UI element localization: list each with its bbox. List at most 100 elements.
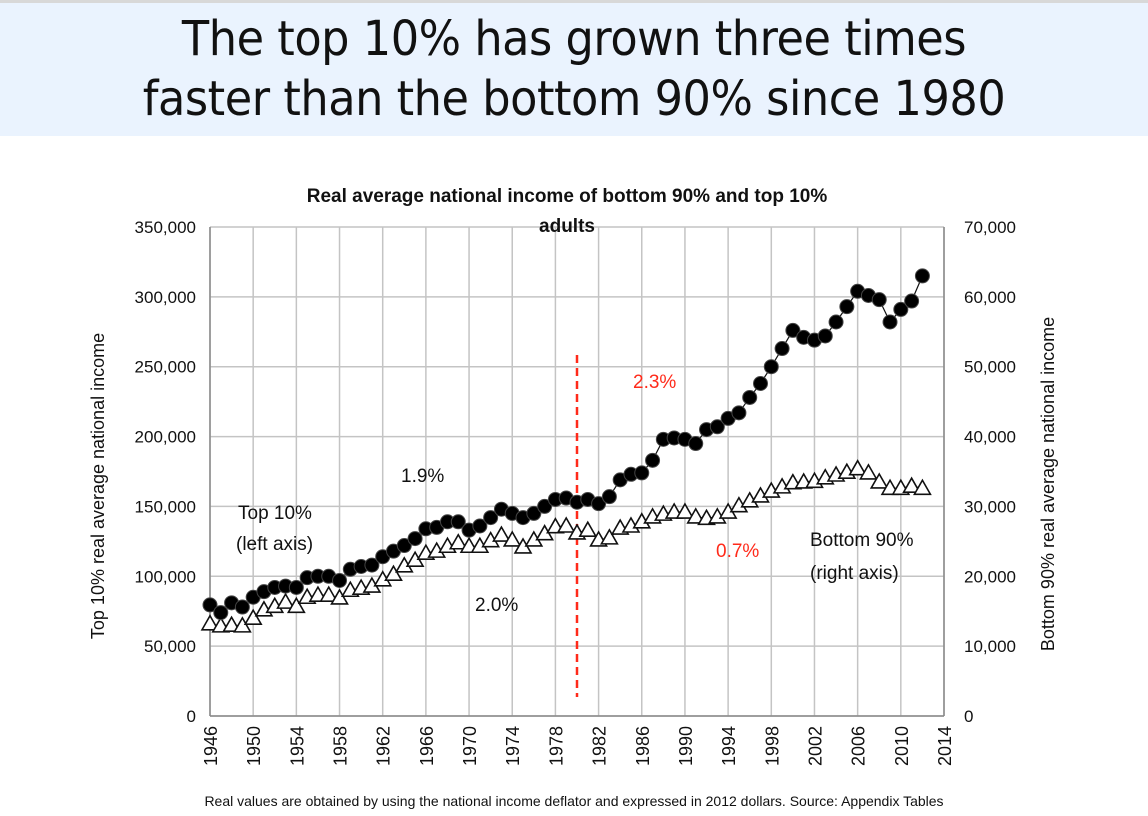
- annotation-bottom90-label-1: Bottom 90%: [810, 530, 914, 551]
- top-10-point: [882, 314, 898, 330]
- bottom-90-point: [319, 585, 339, 602]
- chart-title-line-1: Real average national income of bottom 9…: [307, 186, 828, 207]
- x-tick-label: 1950: [244, 726, 264, 766]
- y-tick-label-right: 20,000: [964, 567, 1016, 586]
- top-10-point: [634, 465, 650, 481]
- y-tick-label-right: 50,000: [964, 358, 1016, 377]
- y-ticks-left: 0 50,000 100,000 150,000 200,000 250,000 300,0…: [135, 218, 196, 726]
- chart-footnote: Real values are obtained by using the na…: [204, 793, 944, 809]
- top-10-point: [731, 405, 747, 421]
- bottom-90-point: [502, 530, 522, 547]
- x-tick-label: 1986: [633, 726, 653, 766]
- top-10-point: [763, 359, 779, 375]
- bottom-90-point: [859, 463, 878, 480]
- top-10-point: [688, 436, 704, 452]
- y-tick-label-right: 30,000: [964, 497, 1016, 516]
- x-tick-label: 1954: [287, 726, 307, 766]
- top-10-point: [526, 505, 542, 521]
- top-10-point: [472, 518, 488, 534]
- x-tick-label: 1970: [460, 726, 480, 766]
- top-10-point: [904, 293, 920, 309]
- annotation-bottom90-label-2: (right axis): [810, 563, 899, 584]
- chart-title-line-2: adults: [539, 216, 595, 237]
- bottom-90-point: [384, 564, 403, 581]
- bottom-90-point: [686, 507, 706, 524]
- annotation-rate-bottom-pre1980: 2.0%: [475, 595, 518, 616]
- x-tick-label: 2010: [892, 726, 912, 766]
- slide-title-banner: The top 10% has grown three times faster…: [0, 3, 1148, 136]
- annotation-rate-top-post1980: 2.3%: [633, 372, 676, 393]
- y-tick-label-left: 0: [187, 707, 196, 726]
- y-tick-label-right: 10,000: [964, 637, 1016, 656]
- y-tick-label-right: 40,000: [964, 428, 1016, 447]
- bottom-90-point: [286, 596, 306, 614]
- series-bottom-90: [200, 459, 932, 633]
- top-10-point: [483, 510, 499, 526]
- annotation-rate-top-pre1980: 1.9%: [401, 466, 444, 487]
- top-10-point: [709, 419, 725, 435]
- bottom-90-point: [276, 592, 295, 609]
- annotation-top10-label-1: Top 10%: [238, 503, 312, 524]
- x-tick-label: 1966: [417, 726, 437, 766]
- x-tick-label: 2002: [805, 726, 825, 766]
- annotation-top10-label-2: (left axis): [236, 534, 313, 555]
- x-ticks: 1946 1950 1954 1958 1962 1966 1970 1974 1978 1982…: [201, 726, 955, 766]
- y-ticks-right: 0 10,000 20,000 30,000 40,000 50,000 60,000 70,…: [964, 218, 1016, 726]
- top-10-point: [450, 514, 466, 530]
- bottom-90-point: [902, 476, 921, 493]
- bottom-90-point: [675, 502, 695, 519]
- top-10-point: [213, 605, 229, 621]
- x-tick-label: 1946: [201, 726, 221, 766]
- x-tick-label: 1962: [374, 726, 394, 766]
- x-tick-label: 1958: [331, 726, 351, 766]
- top-10-point: [288, 579, 304, 595]
- top-10-point: [785, 322, 801, 338]
- x-tick-label: 1978: [546, 726, 566, 766]
- slide-title-line-1: The top 10% has grown three times: [181, 11, 967, 67]
- top-10-point: [202, 597, 218, 613]
- axes: [209, 227, 945, 717]
- x-tick-label: 2006: [849, 726, 869, 766]
- bottom-90-point: [578, 520, 598, 537]
- slide-top-border: [0, 0, 1148, 3]
- y-tick-label-right: 60,000: [964, 288, 1016, 307]
- bottom-90-point: [222, 615, 241, 632]
- slide-title-line-2: faster than the bottom 90% since 1980: [142, 71, 1006, 127]
- y-tick-label-left: 250,000: [135, 358, 196, 377]
- bottom-90-point: [848, 459, 868, 476]
- y-axis-label-left: Top 10% real average national income: [88, 333, 108, 639]
- bottom-90-point: [913, 478, 932, 496]
- top-10-point: [742, 389, 758, 405]
- y-tick-label-left: 350,000: [135, 218, 196, 237]
- x-tick-label: 1982: [590, 726, 610, 766]
- x-tick-label: 1994: [719, 726, 739, 766]
- bottom-90-point: [600, 528, 619, 545]
- top-10-point: [396, 538, 412, 554]
- x-tick-label: 2014: [935, 726, 955, 766]
- top-10-point: [774, 341, 790, 357]
- bottom-90-point: [200, 614, 220, 631]
- annotations: Top 10% (left axis) Bottom 90% (right ax…: [236, 372, 914, 616]
- top-10-point: [591, 496, 607, 512]
- top-10-point: [753, 375, 768, 391]
- top-10-point: [817, 328, 833, 344]
- top-10-point: [871, 292, 887, 308]
- top-10-point: [601, 489, 617, 505]
- series-top-10: [202, 268, 930, 621]
- top-10-point: [839, 299, 855, 315]
- y-tick-label-right: 70,000: [964, 218, 1016, 237]
- bottom-90-point: [492, 525, 511, 542]
- top-10-point: [645, 452, 661, 468]
- bottom-90-point: [448, 533, 468, 550]
- bottom-90-point: [556, 516, 576, 533]
- x-tick-label: 1990: [676, 726, 696, 766]
- y-tick-label-right: 0: [964, 707, 973, 726]
- annotation-rate-bottom-post1980: 0.7%: [716, 541, 759, 562]
- x-tick-label: 1998: [762, 726, 782, 766]
- top-10-point: [893, 301, 909, 317]
- top-10-point: [828, 314, 844, 330]
- y-tick-label-left: 50,000: [144, 637, 196, 656]
- top-10-point: [332, 572, 348, 588]
- y-tick-label-left: 100,000: [135, 567, 196, 586]
